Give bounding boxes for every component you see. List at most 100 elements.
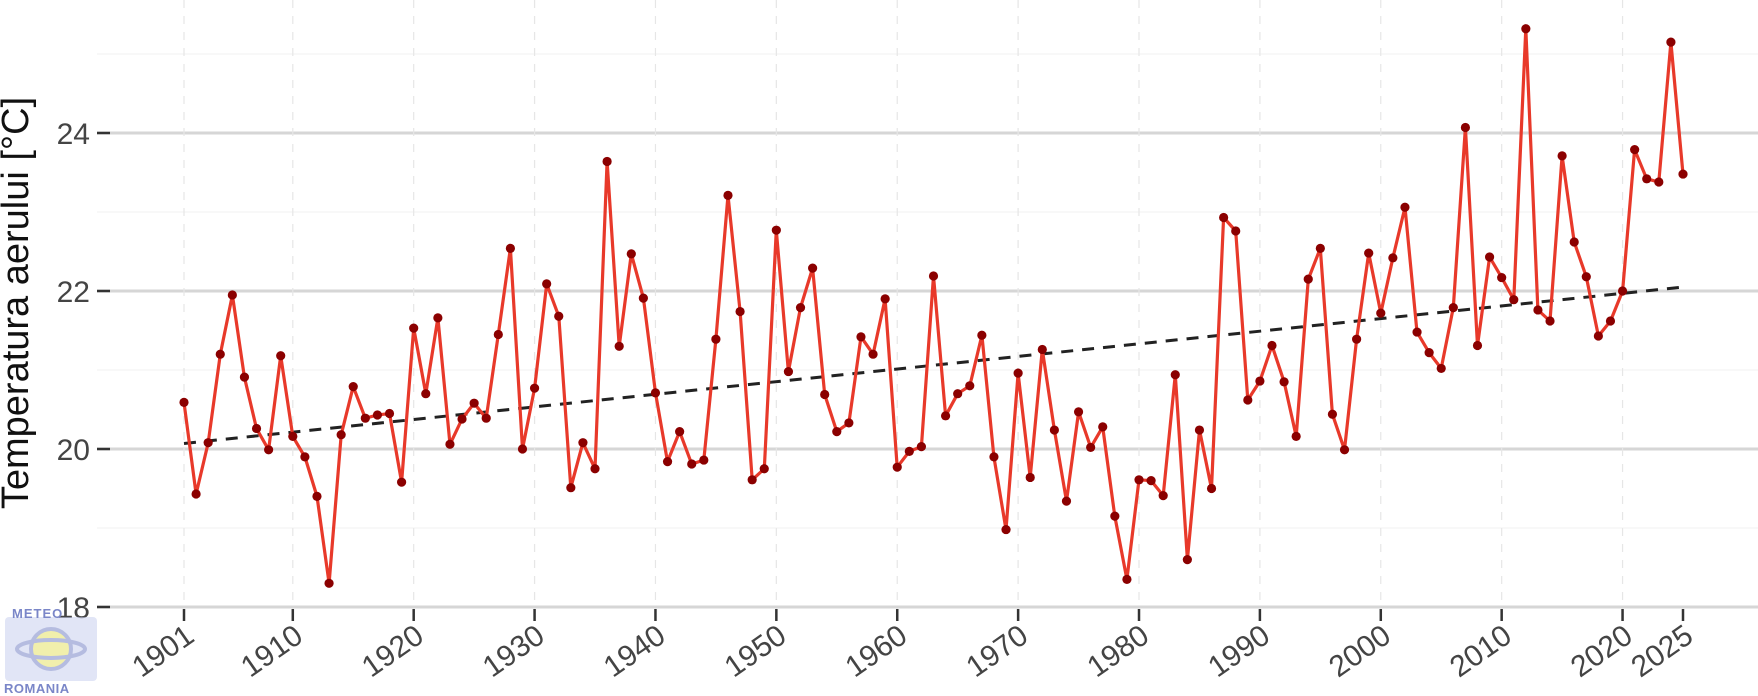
data-point [1013, 368, 1023, 378]
data-point [880, 294, 890, 304]
data-point [300, 452, 310, 462]
data-point [215, 349, 225, 359]
logo-text-bottom: ROMANIA [4, 681, 70, 696]
data-point [1255, 376, 1265, 386]
x-tick-label: 2025 [1625, 619, 1699, 684]
x-tick-label: 1901 [126, 619, 200, 684]
data-point [1666, 37, 1676, 47]
data-point [675, 427, 685, 437]
data-point [384, 408, 395, 419]
data-point [1678, 169, 1688, 179]
data-point [1073, 407, 1084, 417]
data-point [1158, 491, 1168, 501]
data-point [650, 388, 661, 398]
data-point [602, 156, 612, 167]
data-point [1545, 316, 1555, 326]
meteo-romania-logo [5, 617, 97, 681]
data-point [324, 578, 334, 588]
data-point [1170, 370, 1180, 380]
data-point [1315, 243, 1325, 253]
data-point [372, 410, 383, 420]
x-tick-label: 1980 [1081, 619, 1155, 684]
data-point [989, 452, 999, 462]
data-point [1231, 226, 1241, 236]
x-tick-label: 2000 [1323, 619, 1397, 684]
data-point [1352, 334, 1362, 344]
x-tick-label: 2010 [1444, 619, 1518, 684]
data-point [493, 329, 503, 340]
data-point [1509, 295, 1519, 305]
data-point [795, 302, 806, 313]
data-point [723, 190, 733, 201]
data-point [1339, 445, 1350, 455]
x-axis: 1901 1910 1920 1930 1940 1950 1960 1970 1980 1990… [126, 609, 1699, 684]
data-point [348, 381, 358, 392]
data-point [1194, 425, 1205, 435]
trend-line [183, 285, 1684, 445]
data-point [1521, 24, 1531, 34]
data-point [1025, 472, 1035, 483]
data-point [191, 489, 201, 499]
data-point [251, 423, 262, 434]
x-tick-label: 1940 [598, 619, 672, 684]
data-point [1533, 305, 1543, 315]
data-point [312, 491, 322, 501]
logo-text-top: METEO [12, 606, 64, 621]
data-point [1049, 425, 1059, 435]
data-point [1122, 574, 1132, 584]
x-tick-label: 1910 [235, 619, 309, 684]
data-point [687, 459, 697, 469]
data-point [1146, 476, 1156, 486]
data-point [965, 381, 975, 391]
data-point [953, 389, 963, 399]
data-point [1605, 316, 1616, 326]
data-point [239, 372, 250, 382]
data-point [396, 477, 407, 487]
data-point [1569, 237, 1579, 247]
x-tick-label: 2020 [1565, 619, 1639, 684]
data-point [481, 413, 491, 423]
data-point [1581, 272, 1591, 282]
data-point [928, 271, 939, 281]
data-point [1593, 331, 1603, 341]
data-point [1388, 253, 1398, 263]
data-point [179, 397, 189, 407]
x-tick-label: 1920 [356, 619, 430, 684]
y-tick-label: 22 [57, 276, 90, 309]
data-point [1327, 409, 1338, 419]
trend-layer [183, 285, 1684, 445]
data-point [421, 389, 431, 399]
data-point [1110, 511, 1120, 521]
data-point [783, 366, 794, 377]
data-point [832, 427, 842, 437]
data-point [203, 438, 213, 448]
data-point [904, 446, 914, 456]
data-point [699, 455, 709, 465]
data-point [771, 225, 781, 235]
data-point [433, 313, 443, 323]
data-point [1061, 496, 1072, 506]
data-point [1182, 555, 1192, 565]
data-point [1243, 395, 1253, 405]
data-point [1134, 475, 1144, 485]
data-point [1424, 348, 1434, 358]
grid [97, 0, 1758, 620]
data-point [820, 389, 830, 400]
y-tick-label: 24 [57, 118, 90, 151]
data-point [1037, 344, 1047, 355]
data-point [1400, 202, 1410, 212]
data-point [808, 263, 818, 273]
data-point [505, 243, 515, 253]
data-point [566, 483, 576, 493]
data-point [1412, 327, 1422, 337]
data-point [868, 349, 878, 359]
data-point [1219, 212, 1229, 223]
data-point [892, 462, 902, 472]
data-point [711, 334, 721, 344]
data-point [360, 413, 370, 423]
data-point [1497, 272, 1507, 283]
data-point [1617, 286, 1628, 296]
x-tick-label: 1990 [1202, 619, 1276, 684]
data-point [554, 311, 564, 321]
data-point [626, 249, 636, 259]
